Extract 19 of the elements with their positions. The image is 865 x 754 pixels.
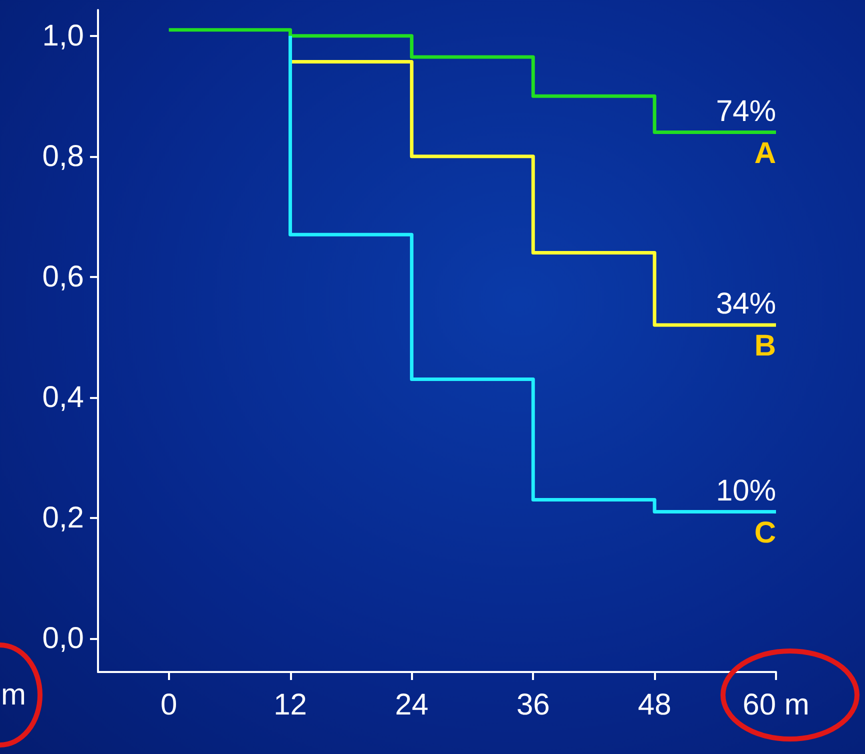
- annotation: 10%: [716, 474, 776, 508]
- text: m: [1, 678, 26, 712]
- x-tick-label: 36: [516, 688, 550, 722]
- y-tick-label: 0,8: [42, 140, 84, 173]
- annotation: A: [754, 136, 776, 170]
- y-tick-label: 0,6: [42, 260, 84, 294]
- annotation: 34%: [716, 288, 776, 321]
- x-tick-label: 60 m: [742, 688, 810, 722]
- annotation: 74%: [716, 94, 776, 128]
- x-tick-label: 0: [160, 688, 178, 722]
- x-tick-label: 12: [274, 688, 307, 722]
- annotation: B: [754, 330, 776, 363]
- annotation: C: [754, 516, 776, 550]
- x-tick-label: 24: [395, 688, 428, 722]
- y-tick-label: 1,0: [42, 19, 84, 52]
- y-tick-label: 0,0: [42, 622, 84, 655]
- x-tick-label: 48: [638, 688, 672, 722]
- y-tick-label: 0,2: [42, 501, 84, 534]
- y-tick-label: 0,4: [42, 380, 84, 414]
